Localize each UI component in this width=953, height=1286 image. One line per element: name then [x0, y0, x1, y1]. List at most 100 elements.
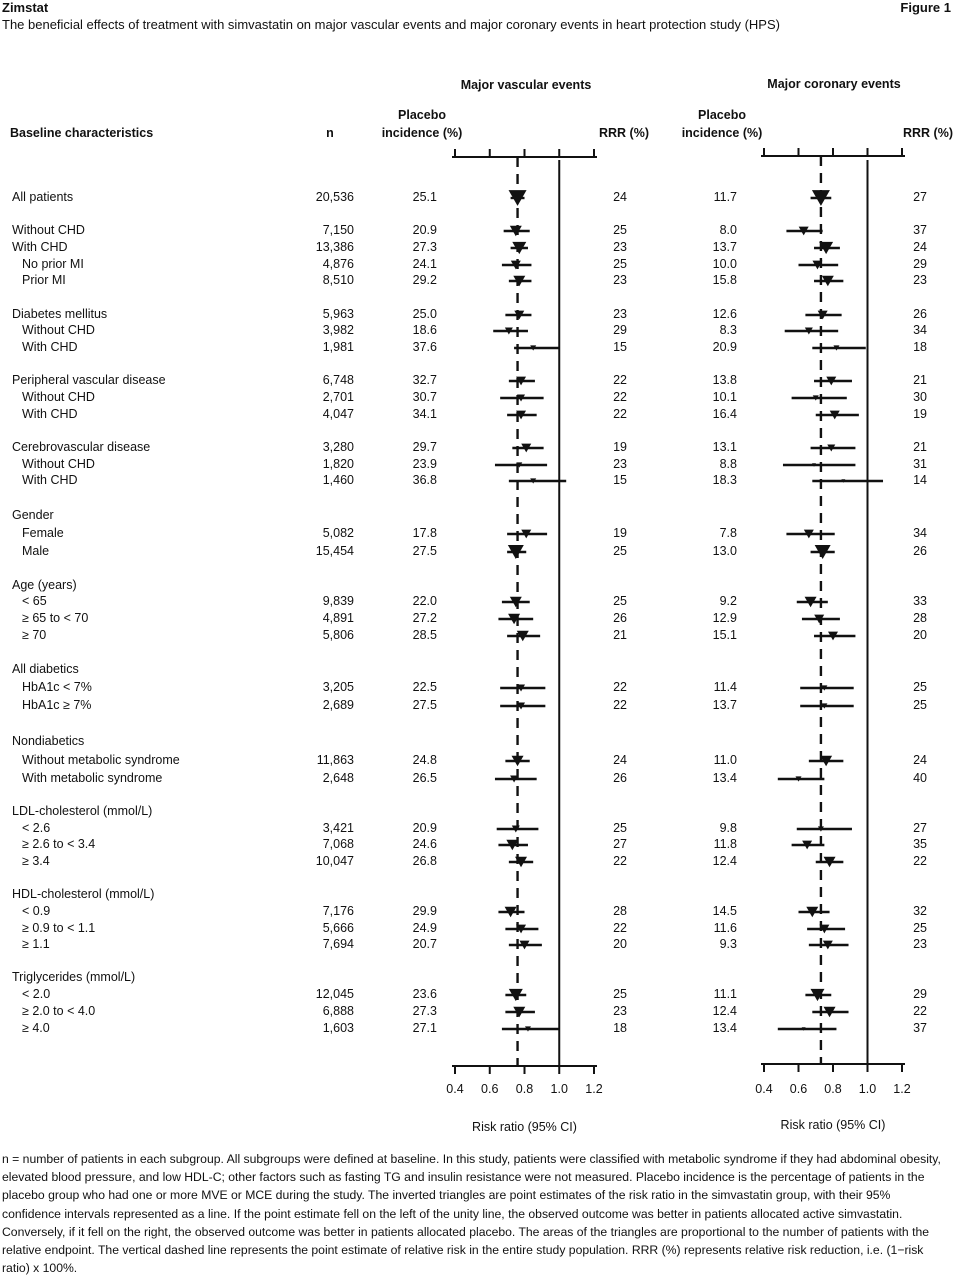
row-placebo-vascular: 24.8	[412, 753, 437, 767]
point-estimate-triangle	[802, 840, 813, 850]
row-n: 8,510	[322, 273, 354, 287]
row-label: Nondiabetics	[12, 734, 85, 748]
point-estimate-triangle	[803, 529, 814, 539]
point-estimate-triangle	[819, 241, 834, 255]
footnote: n = number of patients in each subgroup.…	[2, 1152, 941, 1276]
point-estimate-triangle	[798, 226, 809, 236]
row-n: 3,982	[322, 323, 354, 337]
row-label: Without metabolic syndrome	[22, 753, 180, 767]
row-rrr-coronary: 37	[913, 1021, 927, 1035]
row-rrr-coronary: 33	[913, 594, 927, 608]
row-placebo-coronary: 12.4	[712, 1004, 737, 1018]
row-placebo-vascular: 29.7	[412, 440, 437, 454]
row-rrr-coronary: 23	[913, 937, 927, 951]
point-estimate-triangle	[814, 614, 825, 624]
point-estimate-triangle	[507, 544, 524, 560]
row-rrr-vascular: 22	[613, 698, 627, 712]
row-placebo-coronary: 12.9	[712, 611, 737, 625]
row-rrr-coronary: 29	[913, 987, 927, 1001]
row-n: 7,176	[322, 904, 354, 918]
row-label: Without CHD	[22, 390, 95, 404]
point-estimate-triangle	[509, 596, 522, 608]
row-rrr-coronary: 32	[913, 904, 927, 918]
row-placebo-vascular: 26.5	[412, 771, 437, 785]
row-placebo-vascular: 27.5	[412, 544, 437, 558]
row-placebo-coronary: 11.4	[713, 680, 737, 694]
point-estimate-triangle	[812, 260, 823, 270]
row-placebo-coronary: 13.4	[712, 1021, 737, 1035]
point-estimate-triangle	[511, 825, 520, 833]
row-placebo-coronary: 20.9	[712, 340, 737, 354]
point-estimate-triangle	[814, 544, 831, 560]
row-placebo-vascular: 27.1	[412, 1021, 437, 1035]
row-rrr-vascular: 28	[613, 904, 627, 918]
row-n: 1,460	[322, 473, 354, 487]
row-label: No prior MI	[22, 257, 84, 271]
row-rrr-coronary: 23	[913, 273, 927, 287]
point-estimate-triangle	[511, 755, 524, 767]
row-rrr-vascular: 27	[613, 837, 627, 851]
row-rrr-coronary: 24	[913, 753, 927, 767]
row-placebo-coronary: 8.3	[719, 323, 737, 337]
row-rrr-vascular: 29	[613, 323, 627, 337]
row-rrr-vascular: 22	[613, 680, 627, 694]
row-rrr-vascular: 18	[613, 1021, 627, 1035]
row-placebo-vascular: 24.9	[412, 921, 437, 935]
col-placebo-1-line2: incidence (%)	[381, 126, 463, 140]
row-label: ≥ 1.1	[22, 937, 50, 951]
row-placebo-vascular: 27.3	[412, 1004, 437, 1018]
row-rrr-vascular: 15	[613, 340, 627, 354]
row-rrr-vascular: 22	[613, 921, 627, 935]
row-n: 5,666	[322, 921, 354, 935]
x-axis-label: Risk ratio (95% CI)	[472, 1120, 577, 1134]
point-estimate-triangle	[504, 906, 517, 918]
row-rrr-coronary: 26	[913, 307, 927, 321]
row-label: All diabetics	[12, 662, 79, 676]
row-n: 2,701	[322, 390, 354, 404]
row-placebo-vascular: 32.7	[412, 373, 437, 387]
row-placebo-coronary: 13.8	[712, 373, 737, 387]
point-estimate-triangle	[827, 444, 836, 452]
row-n: 7,068	[322, 837, 354, 851]
row-label: ≥ 2.6 to < 3.4	[22, 837, 96, 851]
row-label: Without CHD	[22, 323, 95, 337]
row-rrr-coronary: 30	[913, 390, 927, 404]
point-estimate-triangle	[817, 310, 828, 320]
point-estimate-triangle	[509, 225, 522, 237]
point-estimate-triangle	[823, 1006, 836, 1018]
row-rrr-coronary: 19	[913, 407, 927, 421]
row-placebo-vascular: 24.1	[412, 257, 437, 271]
point-estimate-triangle	[530, 478, 537, 484]
row-rrr-vascular: 25	[613, 223, 627, 237]
point-estimate-triangle	[821, 703, 828, 709]
point-estimate-triangle	[828, 631, 838, 641]
point-estimate-triangle	[829, 410, 840, 420]
row-placebo-coronary: 9.3	[719, 937, 737, 951]
x-axis-label: Risk ratio (95% CI)	[781, 1118, 886, 1132]
row-label: < 2.6	[22, 821, 51, 835]
row-rrr-coronary: 22	[913, 854, 927, 868]
point-estimate-triangle	[517, 702, 526, 710]
row-placebo-coronary: 11.7	[713, 190, 737, 204]
point-estimate-triangle	[514, 310, 525, 320]
row-placebo-vascular: 25.1	[412, 190, 437, 204]
row-rrr-coronary: 28	[913, 611, 927, 625]
row-placebo-coronary: 8.0	[719, 223, 737, 237]
point-estimate-triangle	[506, 839, 519, 851]
row-rrr-coronary: 31	[913, 457, 927, 471]
row-placebo-coronary: 13.7	[712, 698, 737, 712]
point-estimate-triangle	[510, 775, 519, 783]
tick-label: 1.0	[859, 1082, 876, 1096]
row-rrr-coronary: 26	[913, 544, 927, 558]
col-n: n	[326, 126, 334, 140]
row-n: 3,280	[322, 440, 354, 454]
row-placebo-coronary: 11.0	[713, 753, 737, 767]
row-rrr-vascular: 19	[613, 526, 627, 540]
point-estimate-triangle	[513, 275, 526, 287]
row-rrr-coronary: 34	[913, 323, 927, 337]
row-placebo-vascular: 28.5	[412, 628, 437, 642]
col-rrr-2: RRR (%)	[903, 126, 953, 140]
row-placebo-coronary: 13.0	[712, 544, 737, 558]
row-rrr-coronary: 14	[913, 473, 927, 487]
row-placebo-coronary: 12.4	[712, 854, 737, 868]
